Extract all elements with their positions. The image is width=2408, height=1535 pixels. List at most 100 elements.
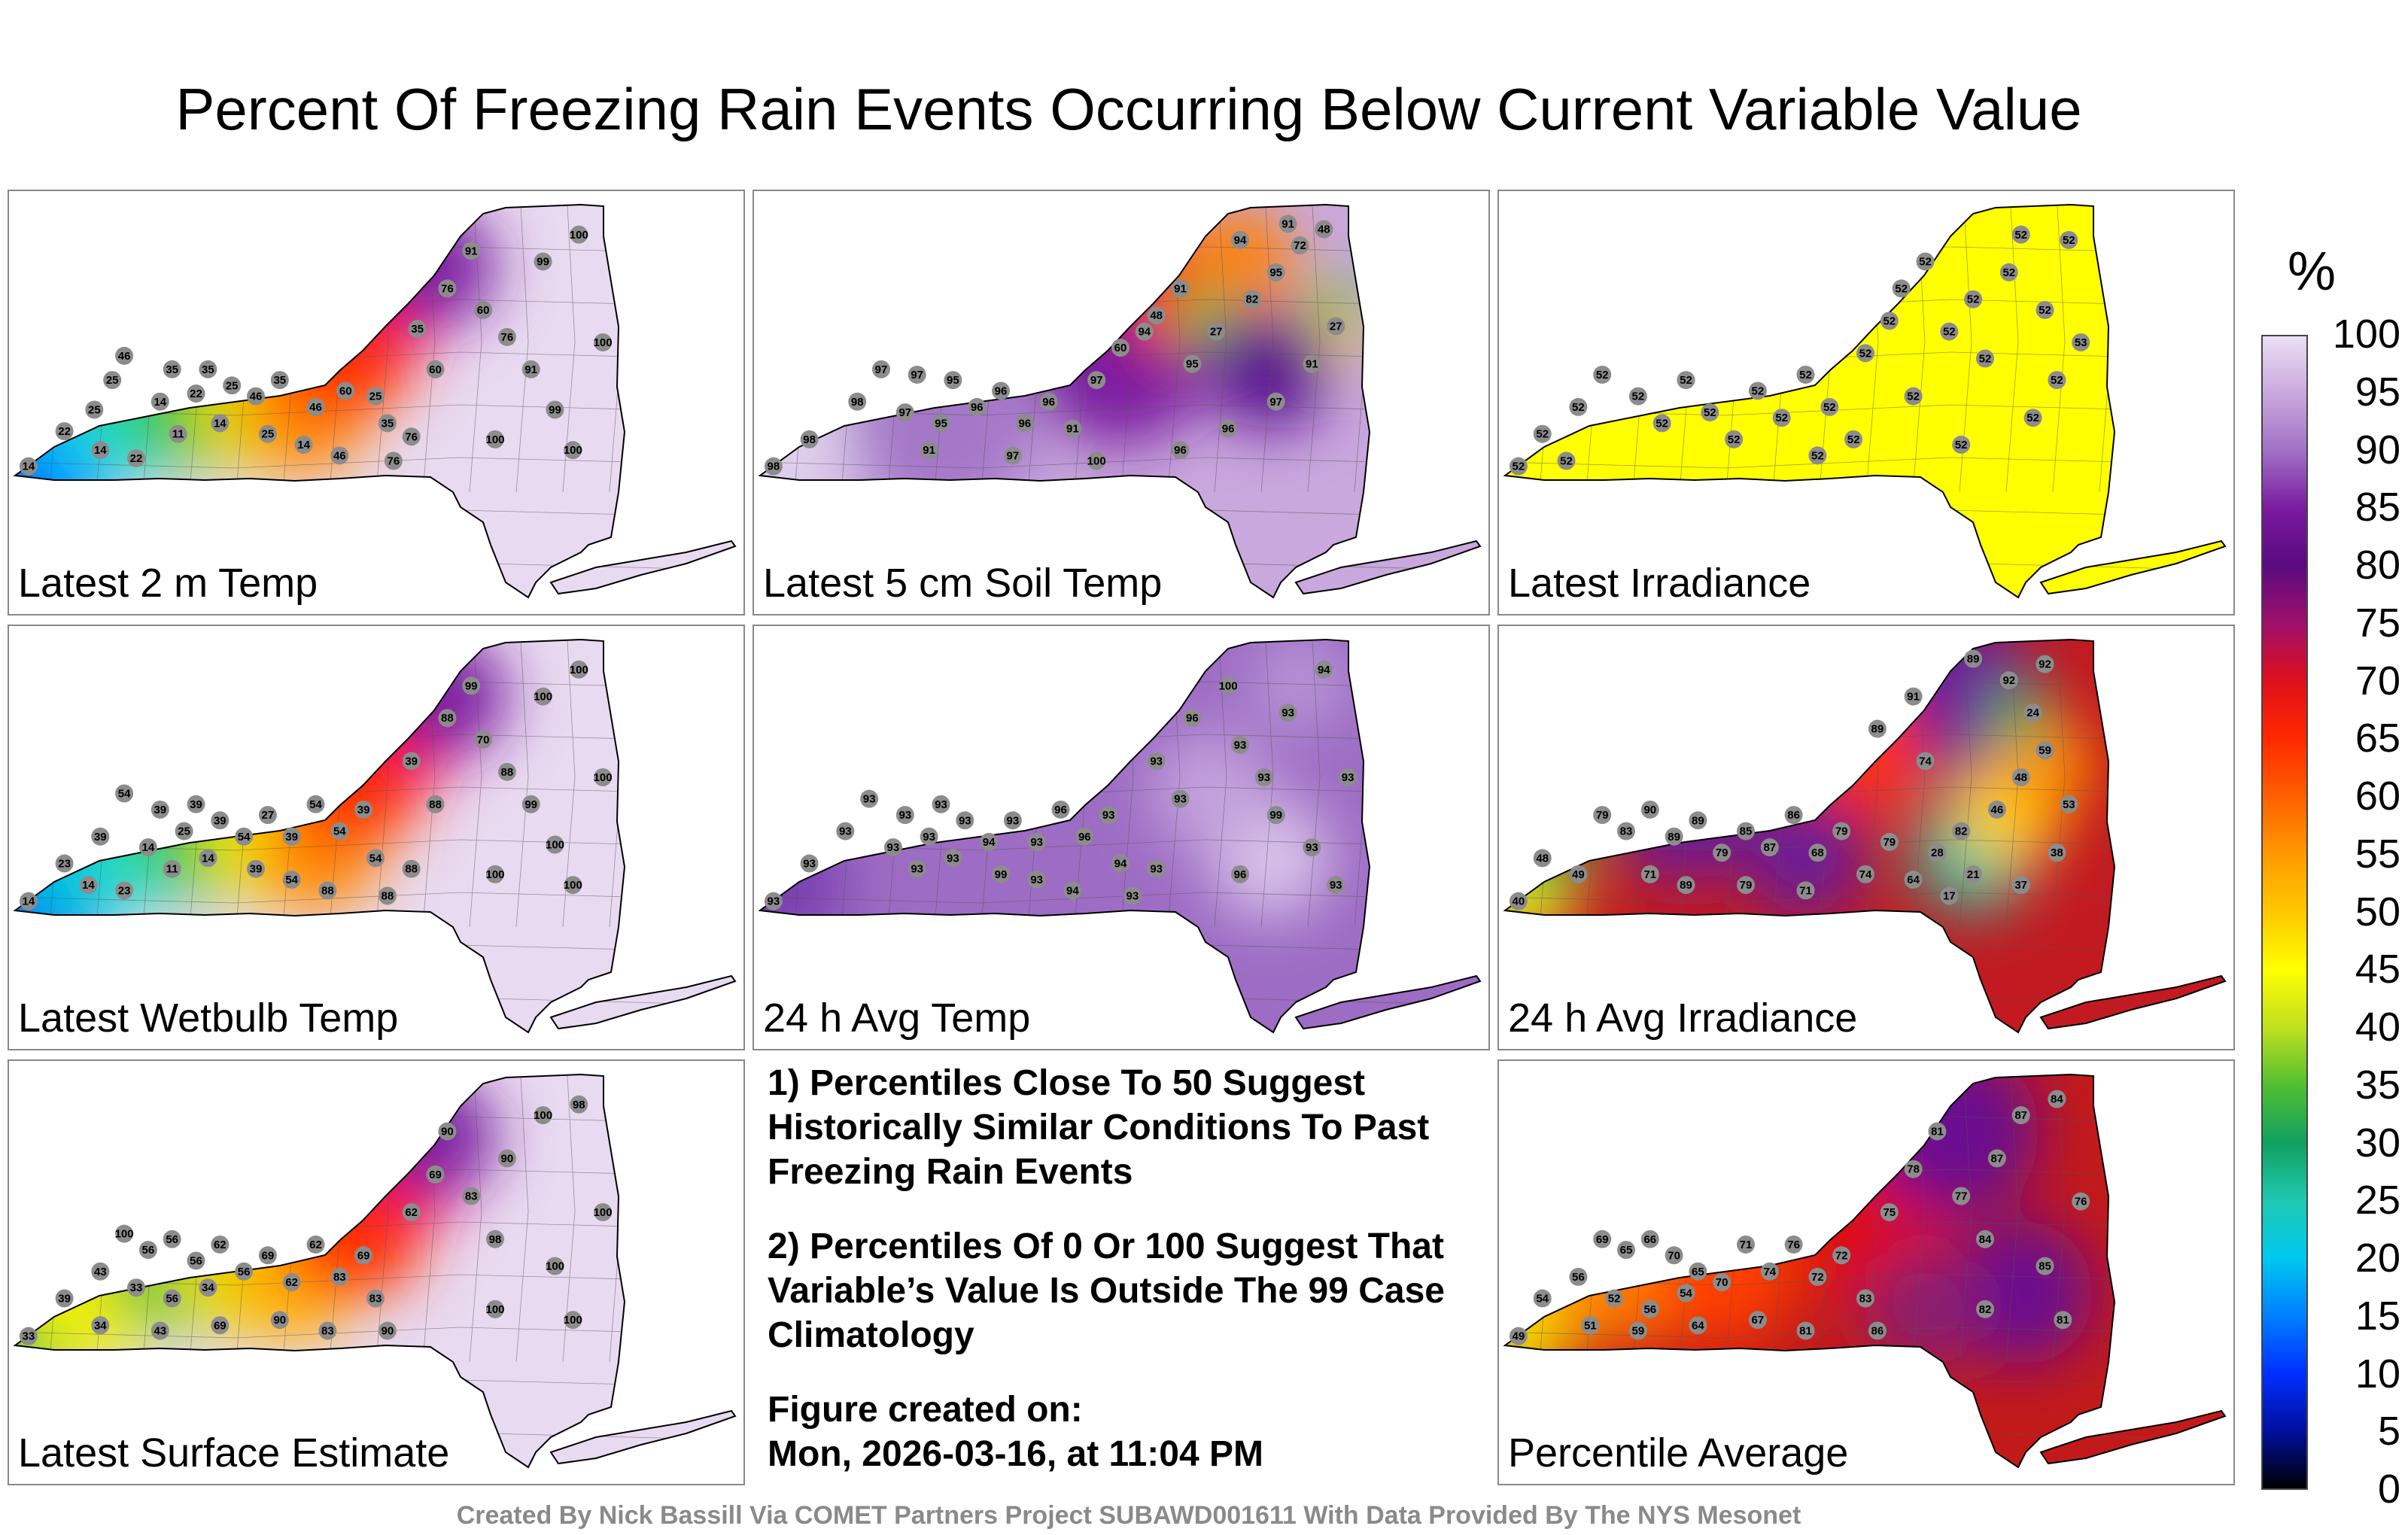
station-dot <box>19 1327 38 1345</box>
station-dot <box>1509 457 1528 476</box>
station-marker: 21 <box>1964 865 1983 883</box>
station-marker: 100 <box>570 225 588 244</box>
station-dot <box>187 385 205 403</box>
station-value: 22 <box>190 388 202 400</box>
station-dot <box>1147 752 1166 771</box>
station-value: 91 <box>1066 423 1079 436</box>
station-dot <box>486 1299 504 1318</box>
station-marker: 22 <box>55 422 74 441</box>
station-value: 52 <box>1704 406 1716 419</box>
station-dot <box>1303 838 1321 857</box>
station-value: 72 <box>1835 1249 1848 1262</box>
station-marker: 93 <box>1027 871 1046 889</box>
station-value: 76 <box>405 430 418 443</box>
station-marker: 96 <box>1183 709 1202 728</box>
station-value: 99 <box>465 679 478 692</box>
station-value: 92 <box>2002 674 2015 687</box>
station-value: 34 <box>202 1281 214 1294</box>
station-value: 82 <box>1979 1303 1992 1316</box>
station-marker: 22 <box>127 448 145 467</box>
station-value: 93 <box>887 841 900 854</box>
station-value: 60 <box>1114 342 1127 354</box>
map-fill <box>1505 640 2225 1032</box>
station-value: 86 <box>1787 809 1800 822</box>
station-marker: 46 <box>247 387 265 406</box>
station-value: 35 <box>166 363 178 376</box>
station-value: 99 <box>524 798 537 811</box>
station-marker: 95 <box>944 371 962 390</box>
station-marker: 92 <box>2036 655 2054 673</box>
station-value: 90 <box>273 1314 286 1327</box>
station-value: 35 <box>273 374 286 387</box>
station-dot <box>968 397 987 416</box>
station-marker: 14 <box>79 876 98 895</box>
map-fill <box>760 640 1480 1032</box>
station-value: 88 <box>429 798 442 811</box>
state-border <box>758 638 1371 1034</box>
station-dot <box>1087 371 1106 390</box>
station-dot <box>187 1251 205 1270</box>
station-value: 53 <box>2063 798 2075 811</box>
county-line <box>1505 299 2225 311</box>
station-value: 52 <box>1847 433 1860 446</box>
station-marker: 52 <box>1976 349 1994 368</box>
station-marker: 14 <box>138 838 157 857</box>
station-marker: 11 <box>169 424 187 443</box>
county-line <box>760 734 1480 746</box>
station-dot <box>1051 800 1070 819</box>
station-dot <box>366 387 385 406</box>
station-value: 89 <box>1668 831 1680 843</box>
station-marker: 48 <box>2011 768 2030 786</box>
station-value: 52 <box>1560 455 1573 468</box>
station-value: 23 <box>118 884 131 897</box>
station-marker: 99 <box>1266 806 1285 825</box>
station-value: 96 <box>1234 868 1247 881</box>
station-marker: 94 <box>1111 854 1130 873</box>
station-dot <box>199 1278 217 1297</box>
station-value: 52 <box>2051 374 2063 387</box>
station-marker: 52 <box>1533 424 1552 443</box>
station-value: 96 <box>1222 423 1235 436</box>
station-marker: 93 <box>1123 886 1142 905</box>
station-marker: 52 <box>1892 279 1911 298</box>
station-dot <box>1677 876 1695 895</box>
station-dot <box>1303 354 1321 373</box>
county-line <box>15 1327 735 1339</box>
station-value: 100 <box>564 879 582 892</box>
station-marker: 94 <box>1063 881 1082 900</box>
station-dot <box>1027 871 1046 889</box>
station-value: 93 <box>911 863 923 876</box>
station-marker: 25 <box>366 387 385 406</box>
station-marker: 52 <box>1557 451 1576 470</box>
station-marker: 54 <box>306 795 325 813</box>
station-marker: 93 <box>883 838 902 857</box>
station-value: 52 <box>1895 282 1908 295</box>
station-value: 25 <box>88 404 101 417</box>
station-value: 39 <box>285 831 298 843</box>
station-dot <box>55 422 74 441</box>
station-value: 93 <box>935 798 947 811</box>
station-value: 93 <box>1234 739 1247 752</box>
station-dot <box>1266 263 1285 281</box>
station-value: 93 <box>863 793 876 806</box>
station-marker: 51 <box>1581 1316 1600 1335</box>
station-dot <box>1171 279 1190 298</box>
station-value: 83 <box>1859 1293 1872 1306</box>
station-marker: 62 <box>306 1235 325 1254</box>
station-marker: 14 <box>150 392 169 411</box>
station-dot <box>521 360 540 378</box>
station-marker: 83 <box>330 1267 349 1286</box>
contour-blob <box>1990 688 2051 749</box>
station-value: 62 <box>405 1206 418 1219</box>
station-value: 94 <box>1114 858 1127 871</box>
station-marker: 48 <box>1315 220 1333 239</box>
station-value: 52 <box>1799 369 1812 381</box>
station-value: 48 <box>2014 771 2027 784</box>
station-dot <box>247 859 265 878</box>
station-value: 100 <box>546 1260 564 1273</box>
station-marker: 88 <box>318 881 337 900</box>
station-dot <box>1628 1321 1647 1340</box>
station-dot <box>354 800 373 819</box>
station-marker: 46 <box>1987 800 2006 819</box>
colorbar-tick-label: 5 <box>2377 1409 2400 1454</box>
